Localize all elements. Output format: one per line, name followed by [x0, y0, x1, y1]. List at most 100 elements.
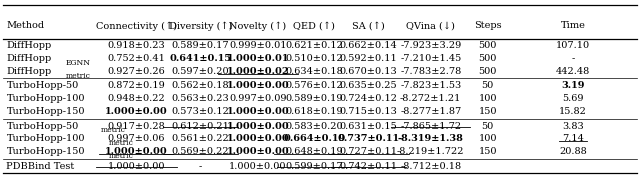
Text: 1.000±0.00: 1.000±0.00	[227, 134, 289, 143]
Text: 0.737±0.11: 0.737±0.11	[337, 134, 400, 143]
Text: metric: metric	[101, 127, 126, 134]
Text: 0.662±0.14: 0.662±0.14	[340, 41, 397, 50]
Text: 0.510±0.12: 0.510±0.12	[285, 54, 343, 63]
Text: 0.927±0.26: 0.927±0.26	[108, 67, 165, 76]
Text: 1.000±0.00: 1.000±0.00	[227, 147, 289, 156]
Text: 0.664±0.19: 0.664±0.19	[283, 134, 346, 143]
Text: 0.562±0.18: 0.562±0.18	[172, 81, 229, 90]
Text: 1.000±0.00: 1.000±0.00	[105, 107, 168, 116]
Text: 150: 150	[479, 147, 497, 156]
Text: 0.561±0.22: 0.561±0.22	[172, 134, 229, 143]
Text: 0.583±0.20: 0.583±0.20	[285, 122, 343, 130]
Text: 0.999±0.01: 0.999±0.01	[229, 41, 287, 50]
Text: 0.918±0.23: 0.918±0.23	[108, 41, 165, 50]
Text: 0.589±0.17: 0.589±0.17	[172, 41, 229, 50]
Text: SA (↑): SA (↑)	[352, 21, 385, 30]
Text: 3.19: 3.19	[561, 81, 585, 90]
Text: 1.000±0.00: 1.000±0.00	[227, 107, 289, 116]
Text: -8.712±0.18: -8.712±0.18	[400, 162, 461, 171]
Text: 0.997±0.06: 0.997±0.06	[108, 134, 165, 143]
Text: 0.589±0.19: 0.589±0.19	[285, 94, 343, 103]
Text: 0.569±0.22: 0.569±0.22	[172, 147, 229, 156]
Text: 5.69: 5.69	[563, 94, 584, 103]
Text: TurboHopp-50: TurboHopp-50	[6, 122, 79, 130]
Text: TurboHopp-100: TurboHopp-100	[6, 134, 85, 143]
Text: 0.599±0.17: 0.599±0.17	[285, 162, 343, 171]
Text: 20.88: 20.88	[559, 147, 587, 156]
Text: 1.000±0.00: 1.000±0.00	[108, 162, 165, 171]
Text: -7.210±1.45: -7.210±1.45	[400, 54, 461, 63]
Text: Diversity (↑): Diversity (↑)	[168, 21, 232, 31]
Text: 0.597±0.20: 0.597±0.20	[172, 67, 229, 76]
Text: QED (↑): QED (↑)	[293, 21, 335, 30]
Text: 0.724±0.12: 0.724±0.12	[340, 94, 397, 103]
Text: metric: metric	[109, 139, 134, 147]
Text: 0.635±0.25: 0.635±0.25	[340, 81, 397, 90]
Text: 0.563±0.23: 0.563±0.23	[172, 94, 229, 103]
Text: 0.592±0.11: 0.592±0.11	[340, 54, 397, 63]
Text: 50: 50	[481, 122, 494, 130]
Text: Steps: Steps	[474, 21, 502, 30]
Text: 0.641±0.15: 0.641±0.15	[169, 54, 232, 63]
Text: -: -	[198, 162, 202, 171]
Text: -8.219±1.722: -8.219±1.722	[397, 147, 465, 156]
Text: 0.618±0.19: 0.618±0.19	[285, 107, 343, 116]
Text: 0.648±0.19: 0.648±0.19	[285, 147, 343, 156]
Text: 0.621±0.12: 0.621±0.12	[285, 41, 343, 50]
Text: -7.865±1.72: -7.865±1.72	[400, 122, 461, 130]
Text: 1.000±0.00: 1.000±0.00	[229, 162, 287, 171]
Text: DiffHopp: DiffHopp	[6, 41, 52, 50]
Text: -7.783±2.78: -7.783±2.78	[400, 67, 461, 76]
Text: -7.923±3.29: -7.923±3.29	[400, 41, 461, 50]
Text: -8.319±1.38: -8.319±1.38	[398, 134, 463, 143]
Text: 1.000±0.00: 1.000±0.00	[227, 81, 289, 90]
Text: TurboHopp-150: TurboHopp-150	[6, 147, 85, 156]
Text: 1.000±0.00: 1.000±0.00	[227, 122, 289, 130]
Text: 442.48: 442.48	[556, 67, 590, 76]
Text: 500: 500	[479, 54, 497, 63]
Text: 50: 50	[481, 81, 494, 90]
Text: QVina (↓): QVina (↓)	[406, 21, 455, 30]
Text: -: -	[572, 54, 575, 63]
Text: 0.997±0.09: 0.997±0.09	[229, 94, 287, 103]
Text: Connectivity (↑): Connectivity (↑)	[96, 21, 177, 31]
Text: 0.948±0.22: 0.948±0.22	[108, 94, 165, 103]
Text: metric: metric	[109, 152, 134, 160]
Text: 150: 150	[479, 107, 497, 116]
Text: -8.272±1.21: -8.272±1.21	[400, 94, 461, 103]
Text: EGNN: EGNN	[66, 59, 91, 67]
Text: 0.715±0.13: 0.715±0.13	[340, 107, 397, 116]
Text: 0.612±0.21: 0.612±0.21	[172, 122, 229, 130]
Text: 100: 100	[479, 94, 497, 103]
Text: TurboHopp-50: TurboHopp-50	[6, 81, 79, 90]
Text: 500: 500	[479, 67, 497, 76]
Text: 500: 500	[479, 41, 497, 50]
Text: 0.634±0.18: 0.634±0.18	[285, 67, 343, 76]
Text: TurboHopp-100: TurboHopp-100	[6, 94, 85, 103]
Text: 1.000±0.02: 1.000±0.02	[227, 67, 289, 76]
Text: 0.917±0.28: 0.917±0.28	[108, 122, 165, 130]
Text: PDBBind Test: PDBBind Test	[6, 162, 75, 171]
Text: 0.742±0.11: 0.742±0.11	[340, 162, 397, 171]
Text: TurboHopp-150: TurboHopp-150	[6, 107, 85, 116]
Text: 1.000±0.01: 1.000±0.01	[227, 54, 289, 63]
Text: -7.823±1.53: -7.823±1.53	[400, 81, 461, 90]
Text: metric: metric	[66, 72, 91, 80]
Text: DiffHopp: DiffHopp	[6, 54, 52, 63]
Text: 0.872±0.19: 0.872±0.19	[108, 81, 165, 90]
Text: 0.752±0.41: 0.752±0.41	[108, 54, 165, 63]
Text: DiffHopp: DiffHopp	[6, 67, 52, 76]
Text: 0.631±0.15: 0.631±0.15	[340, 122, 397, 130]
Text: -8.277±1.87: -8.277±1.87	[400, 107, 461, 116]
Text: 0.727±0.11: 0.727±0.11	[340, 147, 397, 156]
Text: 0.573±0.12: 0.573±0.12	[172, 107, 229, 116]
Text: 0.670±0.13: 0.670±0.13	[340, 67, 397, 76]
Text: 107.10: 107.10	[556, 41, 590, 50]
Text: Time: Time	[561, 21, 586, 30]
Text: 0.576±0.12: 0.576±0.12	[285, 81, 343, 90]
Text: 7.14: 7.14	[562, 134, 584, 143]
Text: 100: 100	[479, 134, 497, 143]
Text: 1.000±0.00: 1.000±0.00	[105, 147, 168, 156]
Text: Method: Method	[6, 21, 45, 30]
Text: 15.82: 15.82	[559, 107, 587, 116]
